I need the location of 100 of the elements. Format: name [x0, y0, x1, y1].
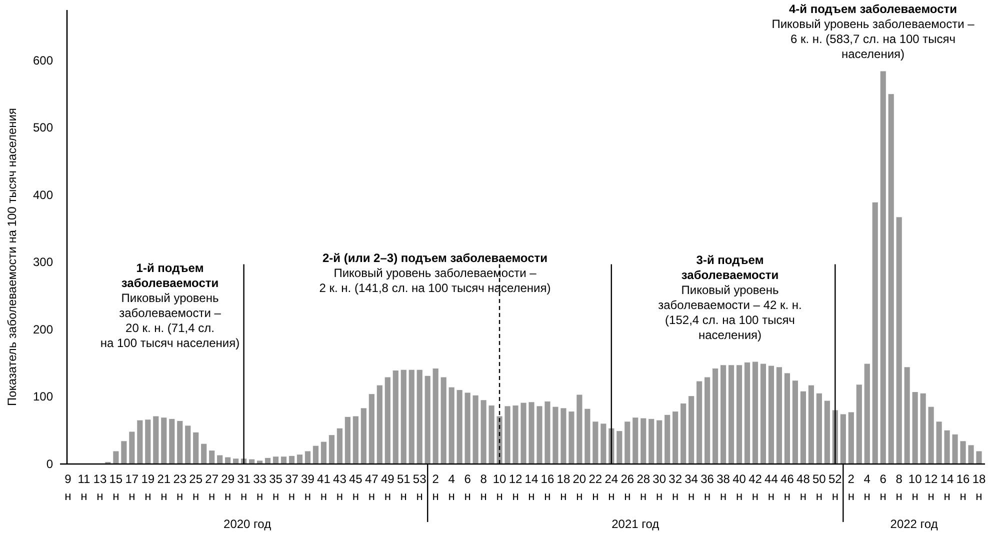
bar [896, 217, 902, 464]
x-tick-label: 53 н [412, 472, 427, 503]
x-tick-label: 2 н [432, 472, 440, 503]
bar [424, 376, 430, 464]
x-tick-label: 17 н [125, 472, 139, 503]
text: 2021 год [612, 517, 660, 531]
bar [121, 441, 127, 464]
x-tick-label: 45 н [349, 472, 363, 503]
annotation: 2-й (или 2–3) подъем заболеваемости [322, 251, 548, 265]
y-tick-label: 500 [32, 120, 54, 135]
bar [512, 405, 518, 464]
bar [201, 444, 207, 464]
bar [904, 367, 910, 464]
bar [640, 418, 646, 464]
bar [912, 392, 918, 464]
bar [312, 446, 319, 464]
bar [624, 422, 630, 464]
bar [720, 365, 726, 464]
bar [736, 365, 742, 464]
x-tick-label: 42 н [748, 472, 762, 503]
bar [472, 395, 478, 464]
bar [536, 406, 542, 464]
bar [776, 367, 782, 464]
x-tick-label: 13 н [93, 472, 107, 503]
bar [592, 422, 598, 464]
x-tick-label: 48 н [796, 472, 810, 503]
y-tick-label: 600 [32, 53, 54, 68]
bar [920, 393, 926, 464]
bar [408, 370, 414, 464]
bar [944, 430, 950, 464]
x-tick-label: 9 н [64, 472, 72, 503]
bar [217, 455, 223, 464]
bar [328, 435, 335, 464]
bar [544, 401, 550, 464]
bar [744, 362, 750, 464]
x-tick-label: 19 н [141, 472, 155, 503]
bar [344, 416, 350, 464]
bar [664, 414, 670, 464]
bar [976, 451, 982, 464]
x-tick-label: 14 н [524, 472, 538, 503]
x-tick-label: 50 н [812, 472, 826, 503]
bar [752, 362, 758, 464]
bar [448, 387, 454, 464]
bar [360, 408, 366, 464]
x-tick-label: 8 н [896, 472, 903, 503]
x-tick-label: 16 н [956, 472, 970, 503]
bar [928, 406, 934, 464]
x-tick-label: 26 н [620, 472, 634, 503]
y-tick-label: 300 [32, 255, 54, 270]
text: 2022 год [890, 517, 938, 531]
bar [304, 451, 311, 464]
x-tick-label: 30 н [652, 472, 666, 503]
bar [368, 394, 374, 464]
x-tick-label: 47 н [364, 472, 379, 503]
x-tick-label: 34 н [684, 472, 698, 503]
bar [552, 406, 558, 464]
bar [768, 366, 774, 464]
x-tick-label: 22 н [588, 472, 602, 503]
bar [696, 381, 702, 464]
x-tick-label: 18 н [556, 472, 570, 503]
bar [704, 377, 710, 464]
bar [808, 385, 814, 464]
x-tick-label: 43 н [333, 472, 347, 503]
x-tick-label: 40 н [732, 472, 746, 503]
bar [177, 420, 183, 464]
bar [800, 391, 806, 464]
x-tick-label: 29 н [221, 472, 235, 503]
bar [352, 416, 358, 464]
bar [392, 370, 398, 464]
annotation: Пиковый уровень заболеваемости – 2 к. н. (141,8 сл. на 100 тысяч населения) [319, 266, 551, 295]
x-tick-label: 10 н [492, 472, 507, 503]
bar [816, 393, 822, 464]
bar [169, 418, 175, 464]
x-tick-label: 31 н [237, 472, 251, 503]
bar [480, 400, 486, 464]
bar [864, 364, 870, 464]
bar [880, 71, 886, 464]
annotation: 1-й подъем заболеваемости [121, 261, 219, 290]
x-tick-label: 12 н [924, 472, 938, 503]
x-tick-label: 25 н [189, 472, 203, 503]
x-tick-label: 23 н [173, 472, 187, 503]
x-tick-label: 8 н [480, 472, 488, 503]
x-tick-label: 33 н [253, 472, 267, 503]
x-tick-label: 21 н [157, 472, 171, 503]
bar [672, 412, 678, 464]
x-tick-label: 49 н [380, 472, 395, 503]
x-tick-label: 32 н [668, 472, 682, 503]
bar [760, 364, 766, 464]
x-tick-label: 10 н [908, 472, 922, 503]
annotation: Пиковый уровень заболеваемости – 42 к. н. (152,4 сл. на 100 тысяч населения) [658, 283, 802, 342]
bar [416, 370, 422, 464]
bar [456, 390, 462, 464]
bar [688, 396, 694, 464]
bar [792, 380, 798, 464]
bar [584, 408, 590, 464]
x-tick-label: 41 н [317, 472, 331, 503]
bar [784, 373, 790, 464]
bar [576, 394, 582, 464]
bar [272, 456, 279, 464]
bar [600, 424, 606, 464]
